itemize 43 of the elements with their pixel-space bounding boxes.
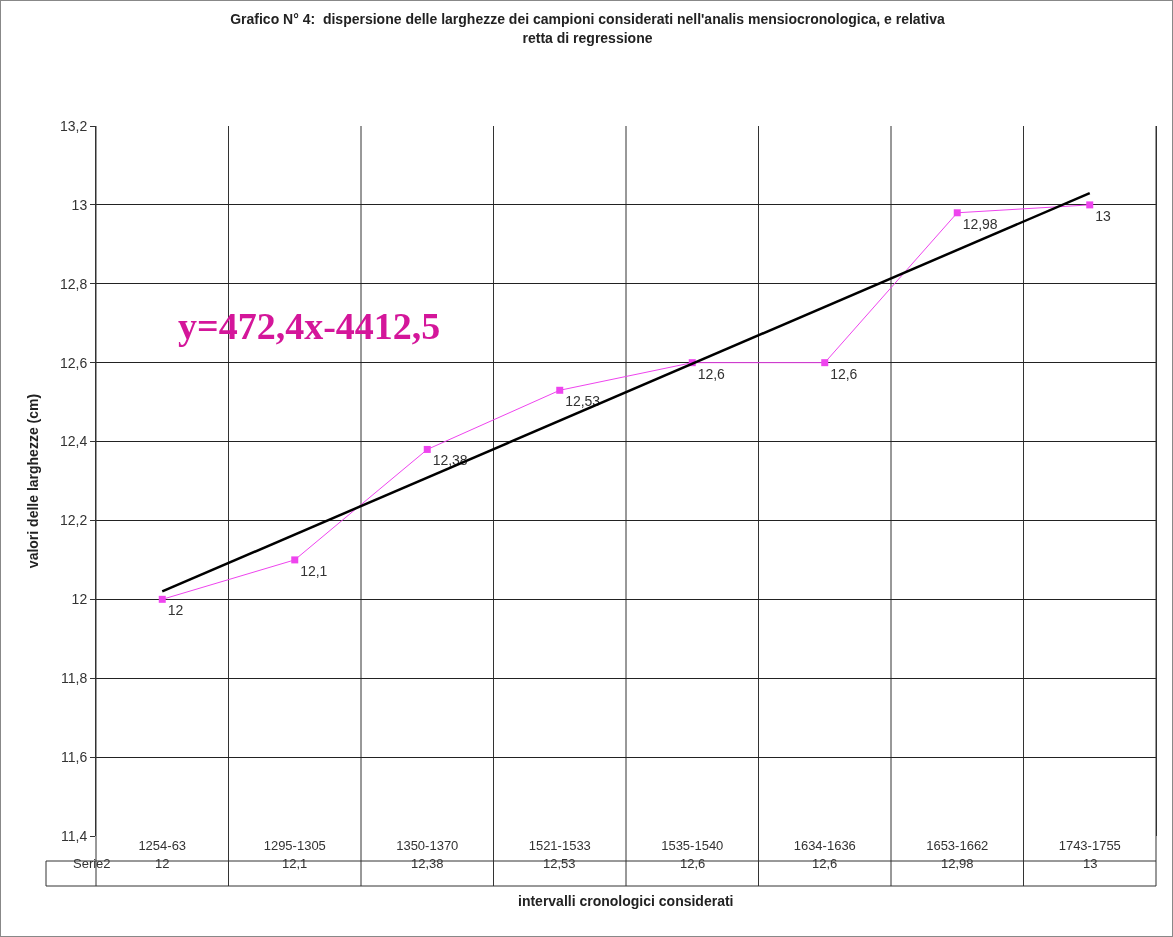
x-tick-label: 1634-1636 <box>793 838 856 853</box>
data-label: 12 <box>155 856 170 871</box>
point <box>291 556 299 564</box>
data-label: 12,6 <box>812 856 838 871</box>
text: 12,98 <box>962 215 998 232</box>
data-label: 12,98 <box>941 856 974 871</box>
y-tick-label: 12,2 <box>59 512 88 529</box>
point <box>953 209 961 217</box>
y-tick-label: 13 <box>71 196 88 213</box>
y-tick-label: 13,2 <box>59 117 88 134</box>
data-label: 12,53 <box>543 856 576 871</box>
point <box>556 386 564 394</box>
data-label: 12,1 <box>282 856 308 871</box>
y-tick-label: 12,8 <box>59 275 88 292</box>
y-axis-title: valori delle larghezze (cm) <box>24 393 41 569</box>
y-tick-label: 12,6 <box>59 354 88 371</box>
text: 12 <box>167 602 184 619</box>
point <box>158 595 166 603</box>
point <box>1086 201 1094 209</box>
x-axis-title: intervalli cronologici considerati <box>518 893 734 909</box>
point <box>821 359 829 367</box>
x-tick-label: 1254-63 <box>138 838 187 853</box>
x-tick-label: 1521-1533 <box>528 838 591 853</box>
text: Serie2 <box>73 856 111 871</box>
point <box>423 445 431 453</box>
x-tick-label: 1350-1370 <box>396 838 459 853</box>
y-tick-label: 12 <box>71 591 88 608</box>
y-tick-label: 12,4 <box>59 433 88 450</box>
y-tick-label: 11,6 <box>60 749 88 766</box>
text: 13 <box>1095 207 1111 224</box>
data-label: 12,6 <box>680 856 706 871</box>
y-tick-label: 11,8 <box>60 670 88 687</box>
x-tick-label: 1295-1305 <box>263 838 326 853</box>
text: 12,6 <box>697 365 725 382</box>
data-label: 13 <box>1083 856 1098 871</box>
text: 12,1 <box>300 562 328 579</box>
x-tick-label: 1535-1540 <box>661 838 724 853</box>
text: 12,6 <box>830 365 858 382</box>
chart-title: Grafico N° 4: dispersione delle larghezze dei campioni considerati nell'analis mensiocronologica, e relativa retta di regressione <box>230 11 945 46</box>
data-label: 12,38 <box>411 856 444 871</box>
x-tick-label: 1653-1662 <box>926 838 989 853</box>
y-tick-label: 11,4 <box>60 827 88 844</box>
x-tick-label: 1743-1755 <box>1058 838 1121 853</box>
